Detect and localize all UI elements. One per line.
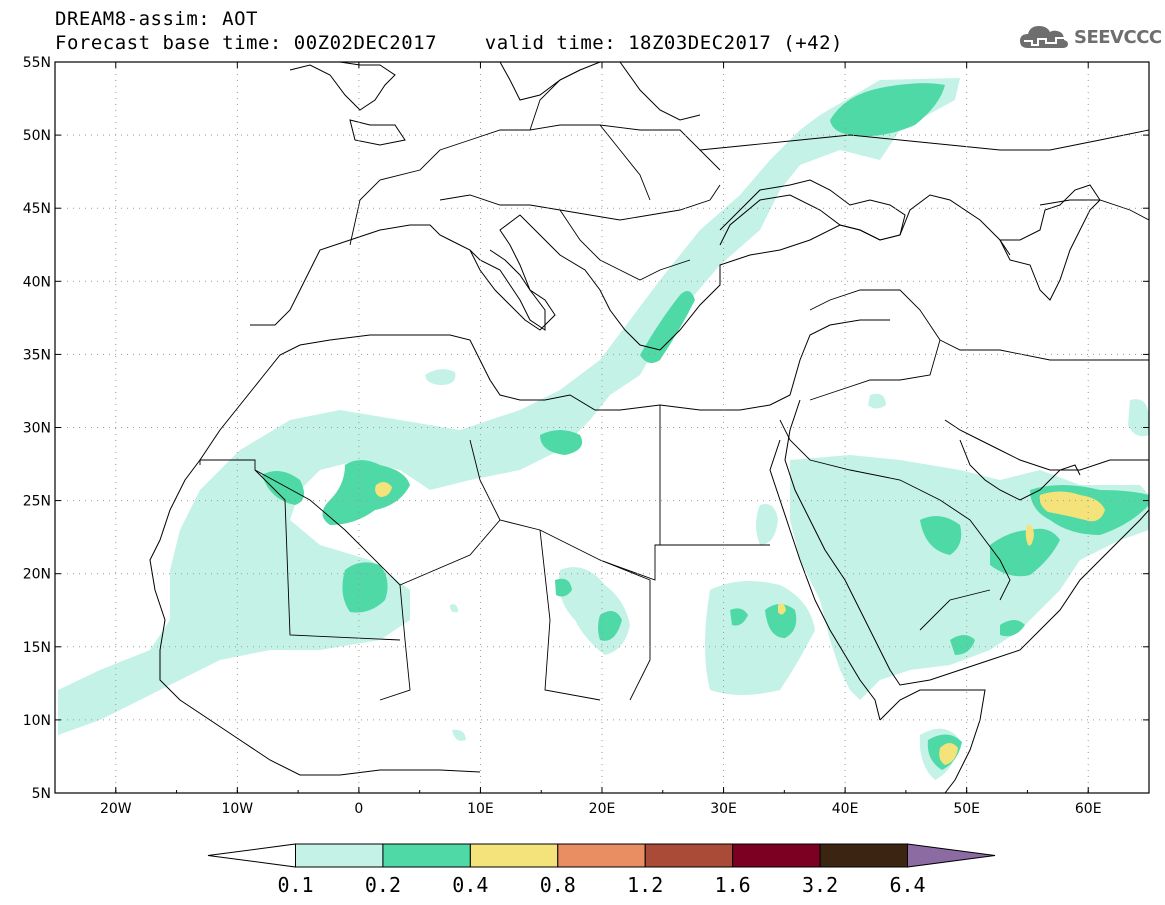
colorbar-level-label: 0.8 xyxy=(540,873,576,897)
colorbar-level-label: 6.4 xyxy=(889,873,925,897)
grid xyxy=(55,62,1149,793)
lon-tick-label: 20E xyxy=(589,801,616,817)
colorbar-level-label: 1.6 xyxy=(715,873,751,897)
colorbar-segment xyxy=(469,843,559,868)
lon-tick-label: 50E xyxy=(953,801,980,817)
colorbar-under-triangle xyxy=(207,843,296,868)
lat-tick-label: 55N xyxy=(23,55,51,71)
borders xyxy=(199,69,1149,701)
colorbar-segment xyxy=(382,843,471,868)
axis-ticks xyxy=(54,61,1150,794)
colorbar-segment xyxy=(819,843,908,868)
lat-tick-label: 50N xyxy=(23,128,51,144)
lat-tick-label: 45N xyxy=(23,201,51,217)
colorbar-labels: 0.1 0.2 0.4 0.8 1.2 1.6 3.2 6.4 xyxy=(277,873,925,897)
lat-tick-label: 15N xyxy=(23,640,51,656)
seevccc-logo: SEEVCCC xyxy=(1018,22,1162,52)
colorbar-level-label: 1.2 xyxy=(627,873,663,897)
lon-tick-label: 30E xyxy=(710,801,737,817)
colorbar-over-triangle xyxy=(907,843,996,868)
cloud-icon xyxy=(1020,26,1068,48)
lat-tick-label: 10N xyxy=(23,713,51,729)
lon-tick-label: 20W xyxy=(100,801,132,817)
aot-shading xyxy=(58,78,1149,780)
lon-tick-label: 10W xyxy=(221,801,253,817)
colorbar-segment xyxy=(732,843,821,868)
lon-tick-label: 40E xyxy=(832,801,859,817)
lat-tick-label: 25N xyxy=(23,494,51,510)
colorbar-level-label: 0.1 xyxy=(277,873,313,897)
colorbar-segment xyxy=(295,843,384,868)
colorbar-segment xyxy=(644,843,734,868)
logo-text: SEEVCCC xyxy=(1074,26,1162,48)
map-subtitle: Forecast base time: 00Z02DEC2017 valid t… xyxy=(55,32,843,54)
colorbar-segment xyxy=(557,843,646,868)
lat-tick-label: 40N xyxy=(23,274,51,290)
lat-tick-label: 5N xyxy=(32,786,51,802)
longitude-labels: 20W 10W 0 10E 20E 30E 40E 50E 60E xyxy=(100,801,1102,817)
coastlines xyxy=(149,62,1149,793)
latitude-labels: 55N 50N 45N 40N 35N 30N 25N 20N 15N 10N 5N xyxy=(23,55,51,802)
lon-tick-label: 0 xyxy=(354,801,363,817)
lat-tick-label: 20N xyxy=(23,567,51,583)
colorbar-level-label: 0.2 xyxy=(365,873,401,897)
colorbar-level-label: 0.4 xyxy=(452,873,488,897)
lon-tick-label: 10E xyxy=(467,801,494,817)
lon-tick-label: 60E xyxy=(1075,801,1102,817)
colorbar-level-label: 3.2 xyxy=(802,873,838,897)
lat-tick-label: 30N xyxy=(23,421,51,437)
colorbar xyxy=(207,843,996,868)
map-title: DREAM8-assim: AOT xyxy=(55,8,258,30)
aot-level-0-4 xyxy=(375,481,1105,765)
lat-tick-label: 35N xyxy=(23,347,51,363)
